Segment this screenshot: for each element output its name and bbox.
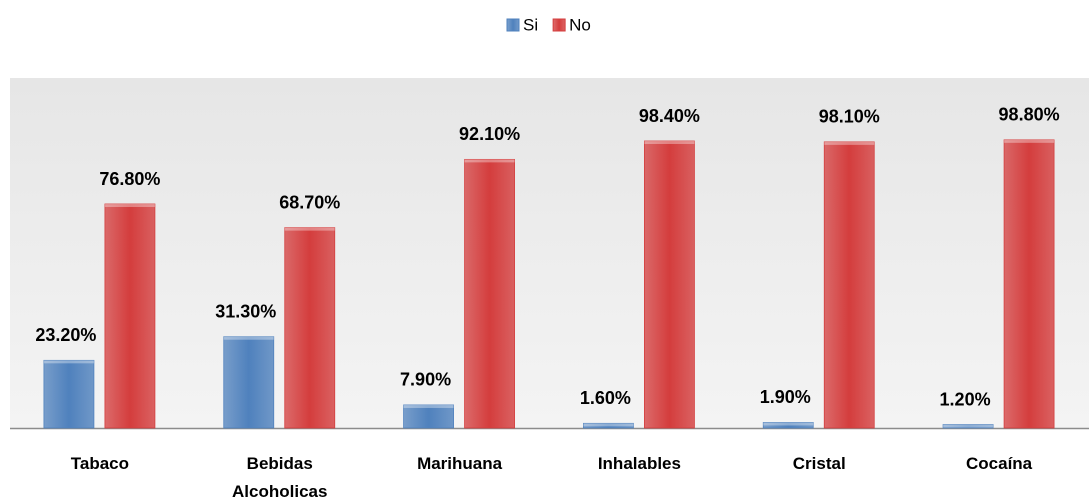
bar-cap bbox=[644, 141, 695, 144]
x-tick-label: Bebidas Alcoholicas bbox=[232, 454, 328, 501]
value-label: 92.10% bbox=[459, 124, 520, 144]
bar bbox=[823, 141, 875, 429]
bar-cap bbox=[824, 141, 875, 145]
bar-cap bbox=[284, 227, 335, 231]
bar-cap bbox=[104, 204, 155, 207]
value-label: 1.20% bbox=[940, 389, 991, 409]
value-label: 76.80% bbox=[99, 169, 160, 189]
value-label: 1.60% bbox=[580, 388, 631, 408]
bar bbox=[43, 359, 95, 429]
legend-swatch bbox=[552, 18, 566, 32]
bar bbox=[762, 422, 814, 429]
bar-cap bbox=[583, 423, 634, 427]
x-tick-label: Cristal bbox=[792, 454, 846, 473]
x-tick-label: Cocaína bbox=[966, 454, 1033, 473]
bar-cap bbox=[1004, 139, 1055, 143]
legend-label: No bbox=[569, 15, 591, 34]
bar bbox=[464, 158, 515, 429]
bar bbox=[583, 422, 634, 429]
bar bbox=[942, 424, 994, 429]
bar-cap bbox=[943, 424, 994, 428]
bar bbox=[644, 140, 695, 429]
bar-cap bbox=[763, 422, 814, 426]
value-label: 68.70% bbox=[279, 192, 340, 212]
bar bbox=[104, 203, 156, 429]
x-tick-label: Tabaco bbox=[70, 454, 130, 473]
bar-cap bbox=[464, 159, 515, 163]
bar bbox=[223, 336, 275, 429]
bar-cap bbox=[43, 360, 94, 364]
plot-area bbox=[10, 78, 1089, 428]
value-label: 98.10% bbox=[819, 107, 880, 127]
value-label: 23.20% bbox=[35, 325, 96, 345]
value-label: 1.90% bbox=[760, 387, 811, 407]
legend-label: Si bbox=[523, 15, 538, 34]
value-label: 98.40% bbox=[639, 106, 700, 126]
bar bbox=[1003, 139, 1055, 429]
x-tick-label: Marihuana bbox=[417, 454, 503, 473]
bar-cap bbox=[223, 336, 274, 340]
value-label: 98.80% bbox=[999, 105, 1060, 125]
value-label: 7.90% bbox=[400, 370, 451, 390]
legend-swatch bbox=[506, 18, 520, 32]
bar bbox=[284, 227, 336, 429]
bar bbox=[403, 404, 454, 429]
bar-cap bbox=[403, 404, 454, 408]
x-tick-label: Inhalables bbox=[597, 454, 681, 473]
value-label: 31.30% bbox=[215, 301, 276, 321]
